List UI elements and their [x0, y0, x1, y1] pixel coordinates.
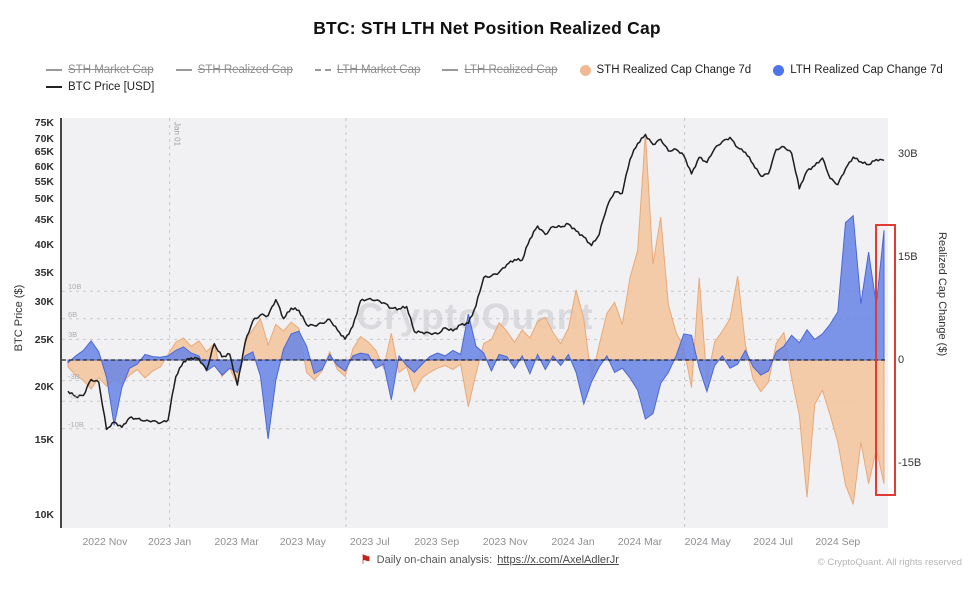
legend-line-icon — [442, 69, 459, 71]
jan01-annotation-label: Jan 01 — [172, 122, 182, 147]
left-axis-tick-50K: 50K — [34, 193, 54, 205]
legend-line-icon — [175, 69, 192, 71]
right-axis-tick-30B: 30B — [898, 147, 918, 160]
left-axis-tick-65K: 65K — [34, 146, 54, 158]
legend-item-sth-realized-cap-change-7d[interactable]: STH Realized Cap Change 7d — [579, 64, 752, 76]
btc-price-line — [67, 133, 885, 431]
legend-item-sth-market-cap[interactable]: STH Market Cap — [46, 64, 154, 76]
grid-label--3B: -3B — [68, 371, 80, 381]
grid-label-3B: 3B — [68, 330, 78, 340]
left-axis-tick-55K: 55K — [34, 176, 54, 188]
x-axis-tick-2023-sep: 2023 Sep — [414, 536, 460, 548]
left-axis-tick-75K: 75K — [34, 117, 54, 129]
grid-label-10B: 10B — [68, 282, 82, 292]
x-axis-tick-2023-jan: 2023 Jan — [148, 536, 192, 548]
left-axis-tick-20K: 20K — [34, 381, 54, 393]
left-axis-tick-60K: 60K — [34, 161, 54, 173]
legend-item-lth-market-cap[interactable]: LTH Market Cap — [314, 64, 421, 76]
x-axis-tick-2023-jul: 2023 Jul — [349, 536, 390, 548]
legend-item-lth-realized-cap[interactable]: LTH Realized Cap — [442, 64, 558, 76]
grid-label--6B: -6B — [68, 392, 80, 402]
footer: ⚑ Daily on-chain analysis: https://x.com… — [0, 551, 974, 573]
right-axis-tick-0: 0 — [898, 354, 905, 366]
left-axis-tick-40K: 40K — [34, 239, 54, 251]
legend-item-lth-realized-cap-change-7d[interactable]: LTH Realized Cap Change 7d — [773, 64, 943, 76]
x-axis-tick-2024-jan: 2024 Jan — [551, 536, 595, 548]
page-title: BTC: STH LTH Net Position Realized Cap — [313, 18, 661, 38]
x-axis-tick-2024-jul: 2024 Jul — [753, 536, 793, 548]
grid-label--10B: -10B — [68, 419, 84, 429]
x-axis-tick-2022-nov: 2022 Nov — [82, 536, 128, 548]
right-axis-tick-15B: 15B — [898, 250, 918, 263]
grid-label-6B: 6B — [68, 309, 78, 319]
x-axis-tick-2023-may: 2023 May — [279, 536, 326, 548]
legend-dot-icon — [773, 64, 785, 76]
legend-line-icon — [46, 69, 62, 71]
legend-item-label: STH Realized Cap — [197, 64, 293, 76]
left-axis-tick-35K: 35K — [34, 267, 54, 279]
chart-legend: STH Market Cap STH Realized Cap LTH Market… — [46, 64, 946, 98]
legend-row-1: STH Market Cap STH Realized Cap LTH Market… — [46, 64, 946, 76]
legend-item-label: BTC Price [USD] — [68, 81, 155, 93]
plot-background — [62, 118, 888, 528]
legend-item-label: LTH Realized Cap — [464, 64, 558, 76]
legend-item-btc-price-usd-[interactable]: BTC Price [USD] — [46, 81, 154, 93]
chart-plot-area[interactable] — [62, 118, 888, 528]
legend-item-label: STH Market Cap — [68, 64, 154, 76]
left-axis-tick-45K: 45K — [34, 214, 54, 226]
left-axis-tick-10K: 10K — [34, 509, 54, 521]
right-axis-tick--15B: -15B — [898, 457, 922, 470]
left-axis-tick-15K: 15K — [34, 434, 54, 446]
legend-dot-icon — [579, 64, 591, 76]
x-axis-tick-2024-sep: 2024 Sep — [815, 536, 861, 548]
legend-row-2: BTC Price [USD] — [46, 81, 946, 93]
legend-item-sth-realized-cap[interactable]: STH Realized Cap — [175, 64, 293, 76]
left-axis-title: BTC Price ($) — [13, 284, 25, 352]
legend-line-icon — [46, 86, 62, 88]
left-axis-tick-30K: 30K — [34, 296, 54, 308]
x-axis-tick-2024-may: 2024 May — [684, 536, 731, 548]
legend-dashed-line-icon — [314, 69, 331, 71]
x-axis-tick-2023-nov: 2023 Nov — [482, 536, 528, 548]
right-axis-title: Realized Cap Change ($) — [936, 232, 948, 357]
area-lth-realized-cap-change-7d — [67, 214, 885, 440]
left-axis-tick-70K: 70K — [34, 133, 54, 145]
x-axis-tick-2023-mar: 2023 Mar — [214, 536, 259, 548]
left-axis-spine — [60, 118, 62, 528]
legend-item-label: STH Realized Cap Change 7d — [596, 64, 752, 76]
red-highlight-box — [874, 223, 897, 496]
copyright-text: © CryptoQuant. All rights reserved — [817, 557, 962, 568]
legend-item-label: LTH Market Cap — [336, 64, 421, 76]
left-axis-tick-25K: 25K — [34, 334, 54, 346]
footer-text: Daily on-chain analysis: — [376, 553, 493, 566]
x-axis-tick-2024-mar: 2024 Mar — [617, 536, 663, 548]
footer-author-link[interactable]: https://x.com/AxelAdlerJr — [497, 553, 619, 566]
legend-item-label: LTH Realized Cap Change 7d — [790, 64, 943, 76]
red-flag-icon: ⚑ — [360, 552, 372, 567]
